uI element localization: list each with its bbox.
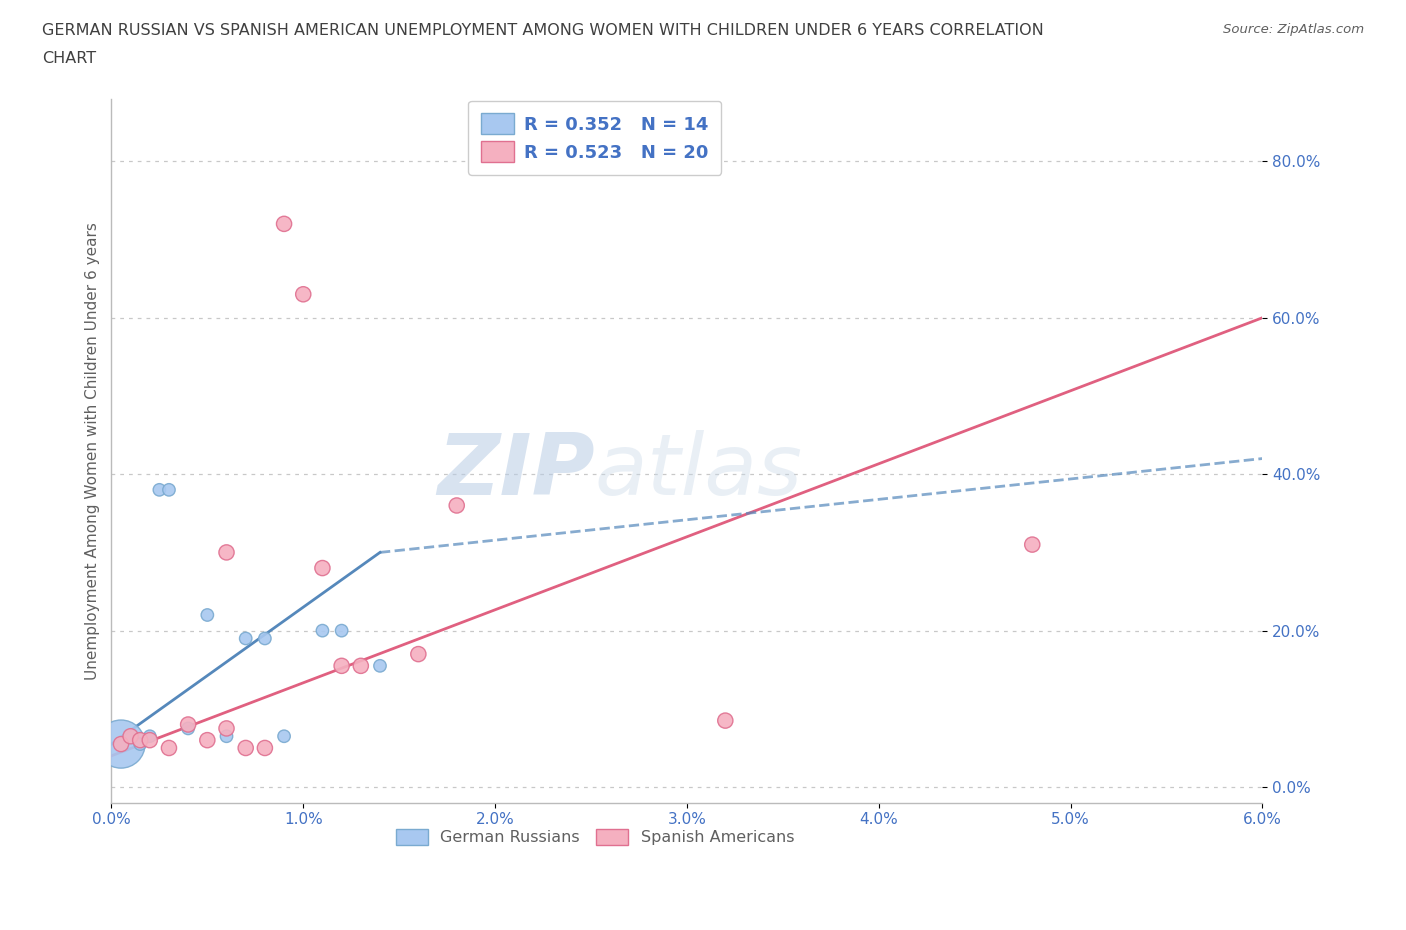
Point <box>368 658 391 673</box>
Point <box>311 623 333 638</box>
Point <box>330 623 353 638</box>
Point <box>446 498 468 513</box>
Point <box>195 733 218 748</box>
Point <box>235 631 257 646</box>
Point <box>350 658 373 673</box>
Point <box>273 729 295 744</box>
Point <box>215 729 238 744</box>
Text: GERMAN RUSSIAN VS SPANISH AMERICAN UNEMPLOYMENT AMONG WOMEN WITH CHILDREN UNDER : GERMAN RUSSIAN VS SPANISH AMERICAN UNEMP… <box>42 23 1043 38</box>
Point <box>714 713 737 728</box>
Point <box>215 545 238 560</box>
Point <box>110 737 132 751</box>
Point <box>253 740 276 755</box>
Point <box>330 658 353 673</box>
Point <box>253 631 276 646</box>
Point <box>311 561 333 576</box>
Point <box>215 721 238 736</box>
Y-axis label: Unemployment Among Women with Children Under 6 years: Unemployment Among Women with Children U… <box>86 221 100 680</box>
Point <box>157 740 180 755</box>
Text: CHART: CHART <box>42 51 96 66</box>
Point <box>1021 538 1043 552</box>
Point <box>408 646 430 661</box>
Point <box>139 733 162 748</box>
Point <box>177 717 200 732</box>
Point <box>195 607 218 622</box>
Text: ZIP: ZIP <box>437 431 595 513</box>
Legend: German Russians, Spanish Americans: German Russians, Spanish Americans <box>382 816 807 858</box>
Point <box>235 740 257 755</box>
Text: atlas: atlas <box>595 431 803 513</box>
Point <box>110 737 132 751</box>
Point <box>139 729 162 744</box>
Point <box>129 737 152 751</box>
Point <box>157 483 180 498</box>
Point <box>129 733 152 748</box>
Point <box>148 483 170 498</box>
Point <box>177 721 200 736</box>
Text: Source: ZipAtlas.com: Source: ZipAtlas.com <box>1223 23 1364 36</box>
Point <box>120 729 142 744</box>
Point <box>292 286 315 301</box>
Point <box>273 217 295 232</box>
